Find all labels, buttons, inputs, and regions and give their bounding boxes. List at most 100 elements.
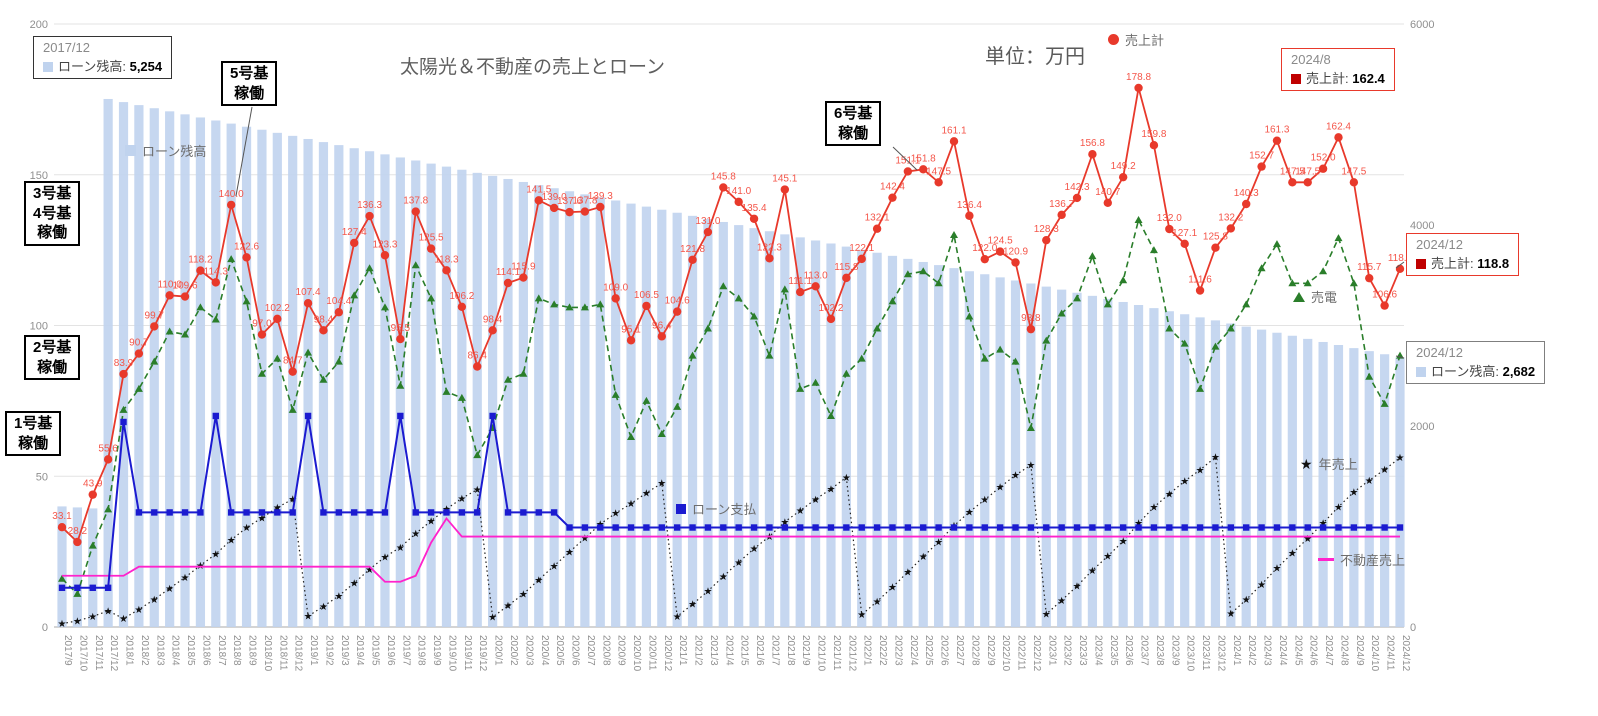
svg-text:2021/9: 2021/9 — [800, 635, 811, 666]
svg-text:★: ★ — [273, 503, 282, 514]
svg-text:2021/2: 2021/2 — [693, 635, 704, 666]
svg-text:122.1: 122.1 — [849, 243, 874, 254]
legend-annual-sales: ★ 年売上 — [1300, 454, 1358, 473]
svg-text:★: ★ — [1365, 476, 1374, 487]
svg-text:118.3: 118.3 — [434, 254, 459, 265]
svg-text:137.6: 137.6 — [557, 196, 582, 207]
svg-text:2021/11: 2021/11 — [831, 635, 842, 671]
callout-value: 162.4 — [1352, 71, 1385, 86]
svg-text:2021/3: 2021/3 — [708, 635, 719, 666]
svg-text:2018/11: 2018/11 — [277, 635, 288, 671]
svg-text:128.3: 128.3 — [1034, 224, 1059, 235]
svg-text:2000: 2000 — [1410, 421, 1434, 433]
loan-balance-swatch-icon — [43, 62, 53, 72]
svg-text:132.0: 132.0 — [1157, 213, 1182, 224]
svg-text:95.1: 95.1 — [621, 324, 641, 335]
svg-text:136.7: 136.7 — [1049, 199, 1074, 210]
svg-text:98.4: 98.4 — [314, 314, 334, 325]
svg-text:2017/9: 2017/9 — [62, 635, 73, 666]
svg-text:97.0: 97.0 — [252, 319, 272, 330]
svg-text:★: ★ — [457, 494, 466, 505]
svg-text:★: ★ — [227, 535, 236, 546]
svg-text:★: ★ — [1149, 503, 1158, 514]
svg-text:2022/10: 2022/10 — [1000, 635, 1011, 672]
svg-text:★: ★ — [104, 606, 113, 617]
svg-text:★: ★ — [1119, 537, 1128, 548]
callout-label: 売上計: — [1431, 256, 1474, 271]
svg-text:102.2: 102.2 — [265, 303, 290, 314]
svg-text:2022/9: 2022/9 — [985, 635, 996, 666]
svg-text:★: ★ — [288, 495, 297, 506]
svg-text:2023/8: 2023/8 — [1154, 635, 1165, 666]
svg-text:90.7: 90.7 — [129, 338, 149, 349]
annotation-line: 2号基 — [33, 339, 72, 356]
annotation-line: 4号基 — [33, 204, 72, 222]
svg-text:★: ★ — [1226, 609, 1235, 620]
svg-text:★: ★ — [380, 552, 389, 563]
svg-text:2020/6: 2020/6 — [570, 635, 581, 666]
svg-text:102.2: 102.2 — [818, 303, 843, 314]
legend-annual-sales-label: 年売上 — [1318, 457, 1358, 472]
svg-text:114.1: 114.1 — [496, 267, 521, 278]
svg-text:110.0: 110.0 — [158, 279, 183, 290]
svg-text:147.5: 147.5 — [926, 166, 951, 177]
svg-text:104.6: 104.6 — [665, 296, 690, 307]
svg-text:2019/11: 2019/11 — [462, 635, 473, 671]
svg-text:2020/1: 2020/1 — [493, 635, 504, 666]
svg-text:95.5: 95.5 — [391, 323, 411, 334]
svg-text:★: ★ — [58, 619, 67, 630]
svg-text:2023/9: 2023/9 — [1169, 635, 1180, 666]
svg-text:2018/5: 2018/5 — [185, 635, 196, 666]
svg-text:6000: 6000 — [1410, 19, 1434, 31]
chart-title: 太陽光＆不動産の売上とローン — [400, 57, 666, 78]
svg-text:★: ★ — [211, 549, 220, 560]
annotation-line: 3号基 — [33, 185, 72, 202]
svg-text:151.8: 151.8 — [911, 153, 936, 164]
annotation-unit2-start: 2号基 稼働 — [24, 335, 81, 380]
svg-text:122.6: 122.6 — [234, 241, 259, 252]
callout-period: 2024/12 — [1416, 237, 1463, 252]
svg-text:★: ★ — [134, 605, 143, 616]
svg-text:140.3: 140.3 — [1234, 188, 1259, 199]
legend-loan-balance: ローン残高 — [125, 141, 206, 160]
svg-text:124.5: 124.5 — [988, 236, 1013, 247]
svg-text:2024/4: 2024/4 — [1277, 635, 1288, 666]
svg-text:2023/2: 2023/2 — [1062, 635, 1073, 666]
svg-text:118.8: 118.8 — [1388, 253, 1413, 264]
svg-text:2022/7: 2022/7 — [954, 635, 965, 666]
svg-text:136.3: 136.3 — [357, 200, 382, 211]
svg-text:★: ★ — [934, 537, 943, 548]
legend-sales-total: 売上計 — [1108, 30, 1164, 49]
legend-sales-total-label: 売上計 — [1125, 33, 1165, 48]
svg-text:2020/2: 2020/2 — [508, 635, 519, 666]
svg-text:127.4: 127.4 — [342, 227, 367, 238]
svg-text:2019/8: 2019/8 — [416, 635, 427, 666]
callout-2024-8-sales: 2024/8 売上計: 162.4 — [1281, 48, 1395, 91]
svg-text:162.4: 162.4 — [1326, 121, 1351, 132]
svg-text:★: ★ — [688, 600, 697, 611]
svg-text:106.6: 106.6 — [1372, 290, 1397, 301]
svg-text:★: ★ — [1103, 552, 1112, 563]
svg-text:106.2: 106.2 — [449, 291, 474, 302]
legend-loan-payment-label: ローン支払 — [692, 502, 757, 517]
legend-real-estate-label: 不動産売上 — [1340, 553, 1406, 568]
svg-text:2019/1: 2019/1 — [308, 635, 319, 666]
svg-text:★: ★ — [550, 561, 559, 572]
svg-text:28.2: 28.2 — [68, 526, 88, 537]
svg-text:★: ★ — [88, 612, 97, 623]
loan-balance-swatch-icon — [1416, 367, 1426, 377]
svg-text:2021/10: 2021/10 — [816, 635, 827, 672]
svg-text:2021/5: 2021/5 — [739, 635, 750, 666]
svg-text:106.5: 106.5 — [634, 290, 659, 301]
loan-payment-marker-icon — [676, 503, 686, 514]
callout-period: 2024/12 — [1416, 345, 1463, 360]
loan-balance-swatch-icon — [125, 145, 136, 156]
callout-2024-12-sales: 2024/12 売上計: 118.8 — [1406, 233, 1520, 276]
svg-text:2019/2: 2019/2 — [323, 635, 334, 666]
callout-2017-12-loan-balance: 2017/12 ローン残高: 5,254 — [33, 36, 173, 79]
svg-text:84.7: 84.7 — [283, 356, 303, 367]
svg-text:★: ★ — [396, 543, 405, 554]
svg-text:159.8: 159.8 — [1141, 129, 1166, 140]
svg-text:★: ★ — [488, 613, 497, 624]
